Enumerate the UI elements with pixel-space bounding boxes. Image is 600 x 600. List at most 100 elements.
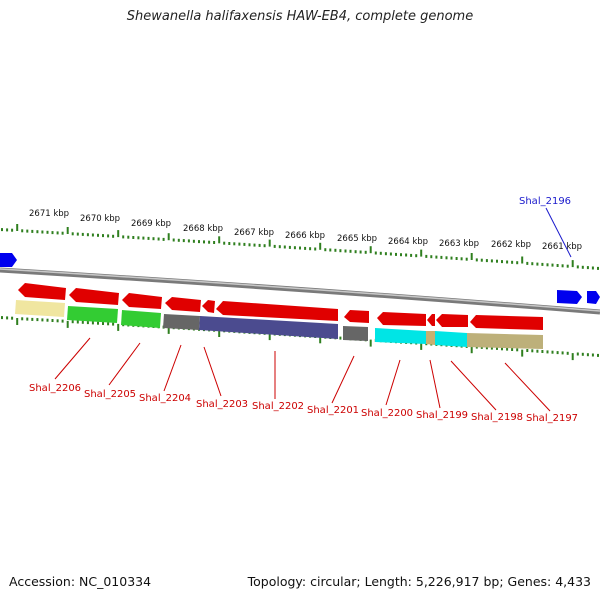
gene-arrow-shal-2199[interactable] bbox=[427, 314, 435, 326]
minor-tick bbox=[91, 233, 94, 237]
major-tick bbox=[571, 353, 574, 361]
gene-arrow-shal-2202[interactable] bbox=[216, 301, 338, 321]
minor-tick bbox=[511, 260, 514, 264]
gene-arrow-right-edge[interactable] bbox=[587, 291, 600, 304]
minor-tick bbox=[536, 262, 539, 266]
gene-label[interactable]: Shal_2197 bbox=[526, 413, 578, 424]
gene-arrow-shal-2206[interactable] bbox=[18, 283, 66, 300]
minor-tick bbox=[228, 242, 231, 245]
minor-tick bbox=[379, 251, 382, 255]
minor-tick bbox=[6, 228, 9, 232]
scale-labels: 2671 kbp 2670 kbp 2669 kbp 2668 kbp 2667… bbox=[29, 209, 582, 252]
major-tick bbox=[470, 253, 473, 260]
minor-tick bbox=[576, 265, 579, 269]
minor-tick bbox=[581, 352, 584, 356]
minor-tick bbox=[566, 264, 569, 268]
gene-label[interactable]: Shal_2201 bbox=[307, 405, 359, 416]
minor-tick bbox=[198, 240, 200, 244]
gene-label[interactable]: Shal_2199 bbox=[416, 410, 468, 421]
minor-tick bbox=[102, 234, 104, 238]
gene-arrow-shal-2205[interactable] bbox=[69, 288, 119, 305]
minor-tick bbox=[405, 253, 408, 257]
gene-arrow-shal-2203[interactable] bbox=[165, 297, 201, 312]
gene-label[interactable]: Shal_2196 bbox=[519, 196, 571, 207]
scale-label: 2668 kbp bbox=[183, 224, 223, 234]
major-tick bbox=[268, 239, 271, 247]
gene-arrow-shal-2196[interactable] bbox=[557, 290, 582, 304]
gene-arrow-small[interactable] bbox=[202, 300, 215, 313]
minor-tick bbox=[71, 320, 74, 324]
minor-tick bbox=[314, 247, 317, 251]
minor-tick bbox=[97, 321, 99, 325]
major-tick bbox=[66, 227, 69, 234]
minor-tick bbox=[248, 243, 251, 247]
minor-tick bbox=[36, 230, 39, 234]
minor-tick bbox=[233, 242, 236, 246]
minor-tick bbox=[41, 230, 44, 234]
gene-arrow-shal-2201[interactable] bbox=[344, 310, 369, 323]
major-tick bbox=[319, 242, 322, 250]
gene-label[interactable]: Shal_2206 bbox=[29, 383, 81, 394]
minor-tick bbox=[253, 243, 256, 247]
minor-tick bbox=[389, 252, 392, 256]
minor-tick bbox=[536, 349, 539, 353]
genome-summary-text: Topology: circular; Length: 5,226,917 bp… bbox=[247, 574, 591, 589]
minor-tick bbox=[36, 318, 39, 322]
minor-tick bbox=[339, 336, 342, 340]
genome-backbone-highlight bbox=[0, 268, 600, 312]
minor-tick bbox=[597, 353, 599, 357]
minor-tick bbox=[374, 251, 377, 255]
minor-tick bbox=[152, 237, 155, 241]
minor-tick bbox=[354, 250, 357, 254]
gene-label[interactable]: Shal_2202 bbox=[252, 401, 304, 412]
scale-label: 2662 kbp bbox=[491, 240, 531, 250]
gene-arrow-shal-2197[interactable] bbox=[470, 315, 543, 330]
scale-label: 2666 kbp bbox=[285, 231, 325, 241]
minor-tick bbox=[127, 235, 130, 239]
gene-arrow-shal-2200[interactable] bbox=[377, 312, 426, 326]
major-tick bbox=[521, 349, 524, 357]
minor-tick bbox=[490, 259, 493, 263]
minor-tick bbox=[71, 232, 74, 236]
minor-tick bbox=[223, 241, 226, 245]
genome-title: Shewanella halifaxensis HAW-EB4, complet… bbox=[126, 9, 474, 24]
minor-tick bbox=[192, 239, 195, 243]
minor-tick bbox=[182, 239, 185, 243]
minor-tick bbox=[107, 234, 110, 238]
minor-tick bbox=[526, 261, 529, 265]
gene-label[interactable]: Shal_2205 bbox=[84, 389, 136, 400]
minor-tick bbox=[586, 266, 589, 270]
minor-tick bbox=[142, 236, 145, 240]
minor-tick bbox=[46, 230, 49, 234]
gene-label[interactable]: Shal_2204 bbox=[139, 393, 191, 404]
minor-tick bbox=[591, 353, 594, 357]
major-tick bbox=[369, 246, 372, 254]
minor-tick bbox=[122, 235, 125, 239]
minor-tick bbox=[576, 352, 579, 356]
scale-label: 2663 kbp bbox=[439, 239, 479, 249]
minor-tick bbox=[263, 244, 266, 248]
major-tick bbox=[16, 224, 19, 231]
minor-tick bbox=[102, 322, 104, 325]
minor-tick bbox=[112, 234, 115, 238]
category-bar bbox=[343, 326, 368, 341]
gene-label[interactable]: Shal_2200 bbox=[361, 408, 413, 419]
minor-tick bbox=[26, 229, 29, 233]
accession-text: Accession: NC_010334 bbox=[9, 574, 152, 589]
minor-tick bbox=[561, 351, 564, 355]
gene-arrow-shal-2204[interactable] bbox=[122, 293, 162, 309]
gene-arrow-shal-2198[interactable] bbox=[436, 314, 468, 327]
gene-arrow-left-edge[interactable] bbox=[0, 253, 17, 267]
minor-tick bbox=[349, 249, 352, 253]
gene-labels: Shal_2206 Shal_2205 Shal_2204 Shal_2203 … bbox=[29, 196, 578, 424]
minor-tick bbox=[81, 232, 84, 236]
category-bar bbox=[375, 328, 426, 344]
minor-tick bbox=[430, 255, 433, 259]
gene-label[interactable]: Shal_2203 bbox=[196, 399, 248, 410]
minor-tick bbox=[81, 320, 84, 324]
upper-tick-track bbox=[1, 224, 599, 270]
minor-tick bbox=[258, 243, 261, 247]
gene-label[interactable]: Shal_2198 bbox=[471, 412, 523, 423]
minor-tick bbox=[546, 350, 549, 354]
minor-tick bbox=[566, 351, 569, 355]
